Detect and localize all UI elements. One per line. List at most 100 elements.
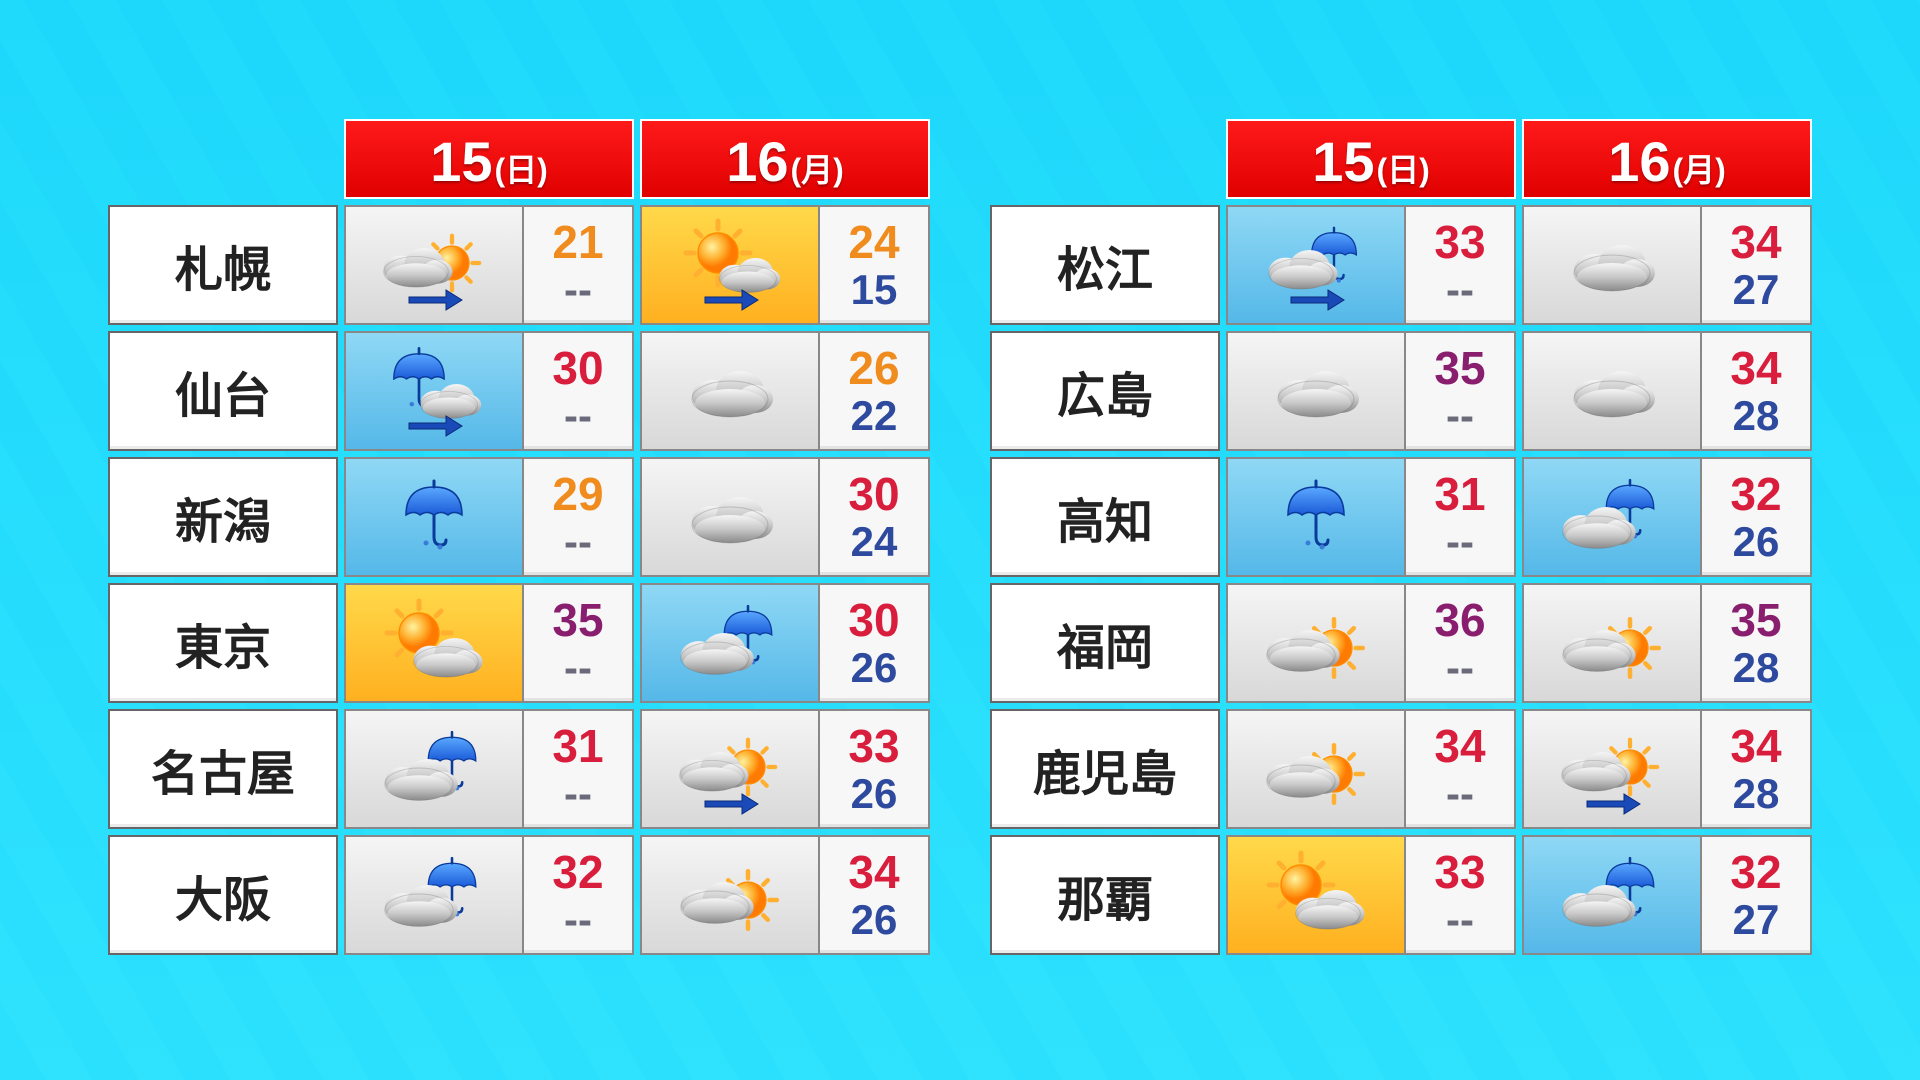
date-dayname: (月) <box>790 145 843 191</box>
high-temp: 34 <box>1434 723 1485 769</box>
city-label: 仙台 <box>108 331 338 451</box>
weather-icon-cloud <box>1226 331 1406 451</box>
forecast-cell: 3226 <box>1522 457 1812 577</box>
city-row: 大阪32--3426 <box>108 835 930 955</box>
weather-icon-cloud <box>640 457 820 577</box>
temperature-box: 3326 <box>820 709 930 829</box>
temperature-box: 3026 <box>820 583 930 703</box>
date-header-1: 16(月) <box>640 119 930 199</box>
city-label: 高知 <box>990 457 1220 577</box>
temperature-box: 3024 <box>820 457 930 577</box>
city-label: 松江 <box>990 205 1220 325</box>
forecast-cell: 3026 <box>640 583 930 703</box>
weather-icon-sun-cloud <box>344 583 524 703</box>
city-row: 新潟 29-- 3024 <box>108 457 930 577</box>
high-temp: 30 <box>552 345 603 391</box>
forecast-cell: 2622 <box>640 331 930 451</box>
weather-icon-cloud-umbrella <box>1522 457 1702 577</box>
date-header-row: 15(日) 16(月) <box>108 119 930 199</box>
low-temp: 27 <box>1733 899 1780 941</box>
forecast-cell: 33-- <box>1226 835 1516 955</box>
forecast-cell: 3426 <box>640 835 930 955</box>
high-temp: 33 <box>848 723 899 769</box>
date-number: 15 <box>430 129 492 194</box>
temperature-box: 34-- <box>1406 709 1516 829</box>
city-row: 東京 35-- 3026 <box>108 583 930 703</box>
high-temp: 30 <box>848 597 899 643</box>
low-temp: -- <box>564 521 592 563</box>
high-temp: 32 <box>552 849 603 895</box>
weather-icon-sun-cloud <box>1226 835 1406 955</box>
low-temp: -- <box>564 647 592 689</box>
temperature-box: 3428 <box>1702 709 1812 829</box>
high-temp: 30 <box>848 471 899 517</box>
forecast-cell: 3428 <box>1522 331 1812 451</box>
city-label: 那覇 <box>990 835 1220 955</box>
weather-icon-sun-cloud-arrow <box>640 205 820 325</box>
city-row: 名古屋 31-- 3326 <box>108 709 930 829</box>
high-temp: 34 <box>848 849 899 895</box>
temperature-box: 31-- <box>524 709 634 829</box>
low-temp: -- <box>1446 647 1474 689</box>
temperature-box: 33-- <box>1406 835 1516 955</box>
city-label: 大阪 <box>108 835 338 955</box>
temperature-box: 2415 <box>820 205 930 325</box>
city-row: 仙台 30-- 2622 <box>108 331 930 451</box>
weather-panel-left: 15(日)16(月)札幌21--2415仙台30--2622新潟29--3024… <box>108 119 930 961</box>
weather-icon-cloud <box>640 331 820 451</box>
date-number: 15 <box>1312 129 1374 194</box>
city-label: 新潟 <box>108 457 338 577</box>
temperature-box: 29-- <box>524 457 634 577</box>
temperature-box: 32-- <box>524 835 634 955</box>
high-temp: 31 <box>1434 471 1485 517</box>
weather-icon-cloud-sun <box>1226 583 1406 703</box>
low-temp: -- <box>564 773 592 815</box>
forecast-cell: 33-- <box>1226 205 1516 325</box>
temperature-box: 3226 <box>1702 457 1812 577</box>
city-row: 福岡36--3528 <box>990 583 1812 703</box>
forecast-cell: 35-- <box>1226 331 1516 451</box>
low-temp: 26 <box>1733 521 1780 563</box>
low-temp: -- <box>564 899 592 941</box>
temperature-box: 30-- <box>524 331 634 451</box>
city-row: 札幌21--2415 <box>108 205 930 325</box>
low-temp: 28 <box>1733 773 1780 815</box>
high-temp: 32 <box>1730 849 1781 895</box>
low-temp: -- <box>1446 773 1474 815</box>
date-number: 16 <box>1608 129 1670 194</box>
weather-icon-cloud-sun <box>1226 709 1406 829</box>
low-temp: -- <box>1446 269 1474 311</box>
weather-icon-cloud-umbrella <box>344 835 524 955</box>
city-row: 那覇 33-- 3227 <box>990 835 1812 955</box>
low-temp: -- <box>564 269 592 311</box>
forecast-cell: 2415 <box>640 205 930 325</box>
forecast-cell: 30-- <box>344 331 634 451</box>
temperature-box: 33-- <box>1406 205 1516 325</box>
low-temp: 22 <box>851 395 898 437</box>
weather-icon-cloud-sun <box>1522 583 1702 703</box>
city-label: 東京 <box>108 583 338 703</box>
high-temp: 34 <box>1730 723 1781 769</box>
forecast-cell: 3326 <box>640 709 930 829</box>
city-label: 名古屋 <box>108 709 338 829</box>
city-row: 高知31--3226 <box>990 457 1812 577</box>
forecast-cell: 3427 <box>1522 205 1812 325</box>
low-temp: 28 <box>1733 647 1780 689</box>
high-temp: 29 <box>552 471 603 517</box>
temperature-box: 2622 <box>820 331 930 451</box>
high-temp: 26 <box>848 345 899 391</box>
date-number: 16 <box>726 129 788 194</box>
low-temp: 26 <box>851 899 898 941</box>
date-dayname: (日) <box>494 145 547 191</box>
high-temp: 35 <box>552 597 603 643</box>
city-row: 松江 33--3427 <box>990 205 1812 325</box>
high-temp: 35 <box>1434 345 1485 391</box>
forecast-cell: 32-- <box>344 835 634 955</box>
low-temp: 26 <box>851 647 898 689</box>
weather-icon-cloud-umbrella <box>1522 835 1702 955</box>
low-temp: -- <box>1446 395 1474 437</box>
weather-icon-cloud-umbrella-arrow <box>1226 205 1406 325</box>
date-header-0: 15(日) <box>1226 119 1516 199</box>
weather-icon-umbrella-cloud-arrow <box>344 331 524 451</box>
weather-icon-cloud-sun-arrow <box>344 205 524 325</box>
